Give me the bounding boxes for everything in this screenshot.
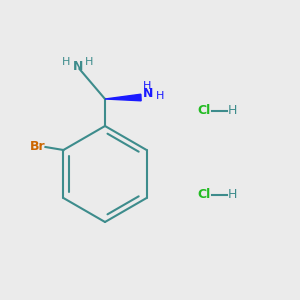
Text: H: H [228,188,237,202]
Text: H: H [62,56,70,67]
Text: H: H [143,81,151,91]
Text: Br: Br [29,140,45,154]
Polygon shape [105,94,141,101]
Text: H: H [85,56,93,67]
Text: H: H [228,104,237,118]
Text: N: N [73,59,83,73]
Text: H: H [156,91,164,101]
Text: N: N [143,86,154,100]
Text: Cl: Cl [197,188,211,202]
Text: Cl: Cl [197,104,211,118]
